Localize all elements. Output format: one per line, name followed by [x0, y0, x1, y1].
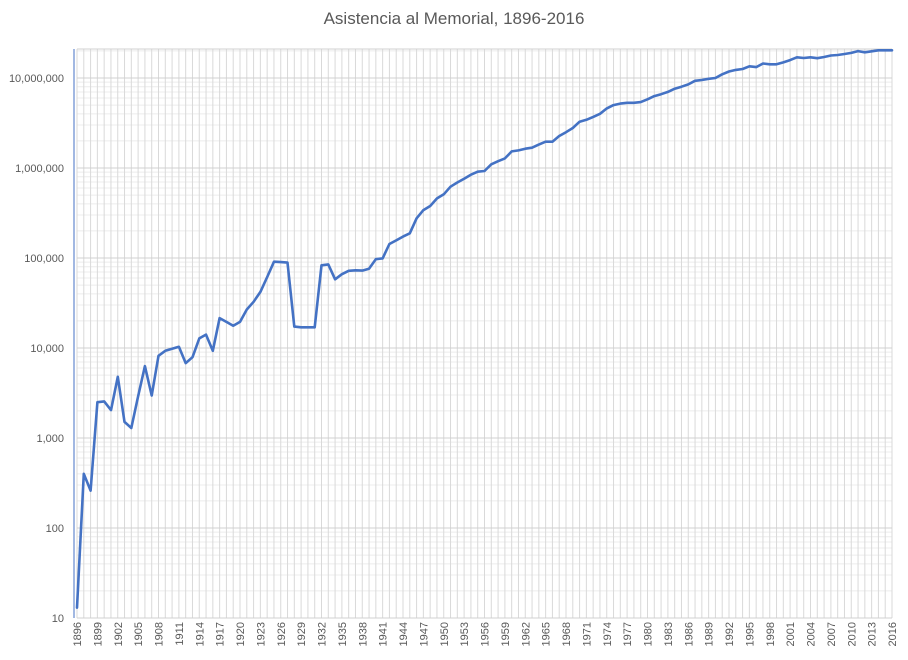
x-tick-label: 1971: [581, 622, 593, 646]
x-tick-label: 2013: [867, 622, 879, 646]
x-tick-label: 2016: [887, 622, 899, 646]
x-tick-label: 1917: [215, 622, 227, 646]
x-tick-label: 1929: [296, 622, 308, 646]
x-tick-label: 1935: [337, 622, 349, 646]
x-tick-label: 1899: [92, 622, 104, 646]
x-tick-label: 1977: [622, 622, 634, 646]
x-tick-label: 1923: [255, 622, 267, 646]
x-tick-label: 1983: [663, 622, 675, 646]
x-tick-label: 2010: [846, 622, 858, 646]
x-tick-label: 2001: [785, 622, 797, 646]
x-tick-label: 1980: [643, 622, 655, 646]
x-tick-label: 1998: [765, 622, 777, 646]
x-tick-label: 1950: [439, 622, 451, 646]
x-tick-label: 1932: [317, 622, 329, 646]
y-tick-label: 10,000: [30, 343, 64, 355]
x-tick-label: 1959: [500, 622, 512, 646]
x-tick-label: 1902: [113, 622, 125, 646]
x-tick-label: 1938: [357, 622, 369, 646]
x-tick-label: 1941: [378, 622, 390, 646]
y-tick-label: 10,000,000: [9, 73, 64, 85]
x-tick-label: 1944: [398, 622, 410, 646]
y-tick-label: 1,000: [36, 433, 64, 445]
y-tick-label: 100: [46, 523, 64, 535]
x-tick-label: 1986: [683, 622, 695, 646]
y-tick-label: 1,000,000: [15, 163, 64, 175]
series-line-0: [75, 48, 894, 610]
x-tick-label: 2004: [806, 622, 818, 646]
x-tick-label: 1968: [561, 622, 573, 646]
x-tick-label: 1911: [174, 622, 186, 646]
y-tick-label: 100,000: [24, 253, 64, 265]
x-tick-label: 1905: [133, 622, 145, 646]
x-tick-label: 1908: [154, 622, 166, 646]
x-tick-label: 1962: [520, 622, 532, 646]
x-tick-label: 1914: [194, 622, 206, 646]
x-axis-tick-labels: 1896 1899 1902 1905 1908 1911 1914 1917 1920 1923…: [72, 622, 899, 646]
x-tick-label: 1896: [72, 622, 84, 646]
x-tick-label: 1995: [744, 622, 756, 646]
x-tick-label: 2007: [826, 622, 838, 646]
x-tick-label: 1953: [459, 622, 471, 646]
x-tick-label: 1926: [276, 622, 288, 646]
gridlines: [76, 48, 893, 619]
y-axis-tick-labels: 10 100 1,000 10,000 100,000 1,000,000 10,000,0…: [9, 73, 64, 625]
y-tick-label: 10: [52, 613, 64, 625]
x-tick-label: 1965: [541, 622, 553, 646]
x-tick-label: 1947: [418, 622, 430, 646]
x-tick-label: 1956: [480, 622, 492, 646]
x-tick-label: 1974: [602, 622, 614, 646]
x-tick-label: 1989: [704, 622, 716, 646]
x-tick-label: 1992: [724, 622, 736, 646]
series-group: [75, 48, 894, 610]
x-tick-label: 1920: [235, 622, 247, 646]
chart-title: Asistencia al Memorial, 1896-2016: [323, 9, 585, 28]
